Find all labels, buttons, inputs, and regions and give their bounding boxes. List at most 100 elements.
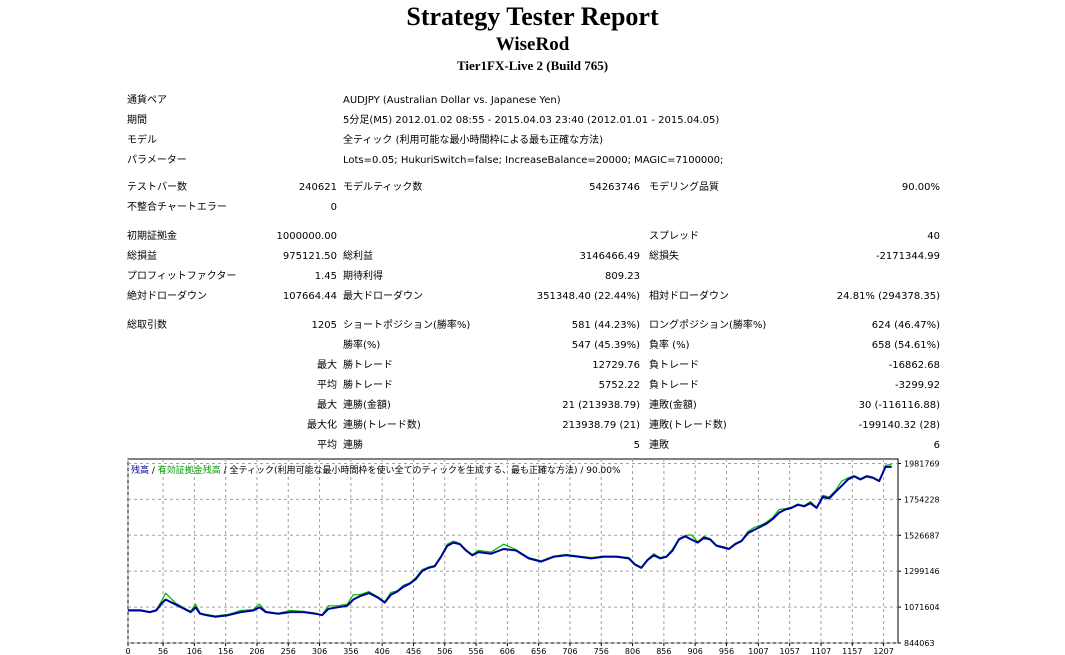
maximal-label: 最大化 — [307, 420, 337, 431]
expected-value: 809.23 — [605, 271, 640, 282]
consec-loss-value: -199140.32 (28) — [858, 420, 940, 431]
x-tick-label: 806 — [625, 647, 640, 655]
gross-loss-label: 総損失 — [649, 251, 679, 262]
largest-label: 最大 — [317, 360, 337, 371]
avg-win-value: 5752.22 — [598, 380, 640, 391]
chart-series — [128, 463, 892, 618]
long-label: ロングポジション(勝率%) — [649, 320, 767, 331]
symbol-value: AUDJPY (Australian Dollar vs. Japanese Y… — [343, 95, 561, 106]
quality-label: モデリング品質 — [649, 182, 719, 193]
rel-dd-label: 相対ドローダウン — [649, 291, 729, 302]
period-value: 5分足(M5) 2012.01.02 08:55 - 2015.04.03 23… — [343, 115, 720, 126]
win-rate-label: 勝率(%) — [343, 340, 381, 351]
loss-rate-label: 負率 (%) — [649, 340, 690, 351]
period-label: 期間 — [127, 115, 147, 126]
rel-dd-value: 24.81% (294378.35) — [836, 291, 940, 302]
legend-separator: / — [149, 466, 158, 476]
y-tick-label: 1981769 — [904, 459, 940, 468]
x-tick-label: 306 — [312, 647, 327, 655]
mismatch-label: 不整合チャートエラー — [127, 202, 227, 213]
avg-loss-value: -3299.92 — [895, 380, 940, 391]
average2-label: 平均 — [317, 440, 337, 451]
x-axis: 0 56 106 156 206 256 306 356 406 456 506 556 606 656 7… — [125, 643, 894, 655]
consec-wins-money-value: 21 (213938.79) — [562, 400, 640, 411]
balance-line — [128, 465, 892, 618]
trades-label: 総取引数 — [127, 320, 167, 331]
x-tick-label: 106 — [187, 647, 202, 655]
y-tick-label: 844063 — [904, 639, 935, 648]
avg-consec-loss-value: 6 — [933, 440, 940, 451]
model-value: 全ティック (利用可能な最小時間枠による最も正確な方法) — [343, 135, 604, 146]
win-rate-value: 547 (45.39%) — [571, 340, 640, 351]
model-label: モデル — [127, 135, 157, 146]
largest-win-label: 勝トレード — [343, 360, 393, 371]
long-value: 624 (46.47%) — [871, 320, 940, 331]
y-tick-label: 1526687 — [904, 531, 940, 540]
x-tick-label: 656 — [531, 647, 546, 655]
x-tick-label: 606 — [500, 647, 515, 655]
x-tick-label: 256 — [281, 647, 296, 655]
x-tick-label: 156 — [218, 647, 233, 655]
expert-name: WiseRod — [495, 34, 570, 55]
x-tick-label: 956 — [719, 647, 734, 655]
legend-equity: 有効証拠金残高 — [157, 466, 221, 476]
quality-value: 90.00% — [901, 182, 940, 193]
short-label: ショートポジション(勝率%) — [343, 320, 471, 331]
x-tick-label: 1207 — [873, 647, 893, 655]
avg-consec-win-value: 5 — [633, 440, 640, 451]
mismatch-value: 0 — [330, 202, 337, 213]
largest-loss-label: 負トレード — [649, 360, 699, 371]
report-title: Strategy Tester Report — [406, 2, 659, 31]
consec-profit-label: 連勝(トレード数) — [343, 420, 421, 431]
deposit-value: 1000000.00 — [276, 231, 337, 242]
y-tick-label: 1299146 — [904, 567, 940, 576]
y-tick-label: 1754228 — [904, 495, 940, 504]
max-dd-value: 351348.40 (22.44%) — [536, 291, 640, 302]
server-build: Tier1FX-Live 2 (Build 765) — [456, 58, 609, 73]
consec-losses-money-value: 30 (-116116.88) — [858, 400, 940, 411]
y-tick-label: 1071604 — [904, 603, 940, 612]
deposit-label: 初期証拠金 — [127, 231, 177, 242]
y-axis: 844063 1071604 1299146 1526687 1754228 198176… — [898, 459, 940, 648]
max-dd-label: 最大ドローダウン — [343, 291, 423, 302]
x-tick-label: 556 — [468, 647, 483, 655]
x-tick-label: 1057 — [780, 647, 800, 655]
consec-loss-label: 連敗(トレード数) — [649, 420, 727, 431]
largest-win-value: 12729.76 — [592, 360, 640, 371]
x-tick-label: 506 — [437, 647, 452, 655]
x-tick-label: 856 — [656, 647, 671, 655]
consec-wins-money-label: 連勝(金額) — [343, 400, 391, 411]
abs-dd-label: 絶対ドローダウン — [127, 291, 207, 302]
maximum-label: 最大 — [317, 400, 337, 411]
gross-profit-label: 総利益 — [343, 251, 373, 262]
x-tick-label: 406 — [375, 647, 390, 655]
chart-legend: 残高 / 有効証拠金残高 / 全ティック(利用可能な最小時間枠を使い全てのティッ… — [131, 463, 621, 476]
pf-label: プロフィットファクター — [127, 271, 237, 282]
params-value: Lots=0.05; HukuriSwitch=false; IncreaseB… — [343, 155, 724, 166]
params-label: パラメーター — [127, 155, 187, 166]
spread-value: 40 — [927, 231, 940, 242]
chart-grid — [127, 459, 898, 644]
x-tick-label: 756 — [594, 647, 609, 655]
avg-win-label: 勝トレード — [343, 380, 393, 391]
bars-label: テストバー数 — [127, 182, 187, 193]
legend-description: / 全ティック(利用可能な最小時間枠を使い全てのティックを生成する、最も正確な方… — [220, 466, 621, 476]
spread-label: スプレッド — [649, 231, 699, 242]
symbol-label: 通貨ペア — [127, 95, 167, 106]
loss-rate-value: 658 (54.61%) — [871, 340, 940, 351]
bars-value: 240621 — [298, 182, 337, 193]
gross-loss-value: -2171344.99 — [875, 251, 940, 262]
consec-losses-money-label: 連敗(金額) — [649, 400, 697, 411]
net-value: 975121.50 — [282, 251, 337, 262]
short-value: 581 (44.23%) — [571, 320, 640, 331]
x-tick-label: 1007 — [748, 647, 768, 655]
x-tick-label: 456 — [406, 647, 421, 655]
x-tick-label: 356 — [343, 647, 358, 655]
x-tick-label: 706 — [562, 647, 577, 655]
x-tick-label: 1107 — [811, 647, 831, 655]
ticks-label: モデルティック数 — [343, 182, 423, 193]
avg-consec-loss-label: 連敗 — [649, 440, 669, 451]
legend-balance: 残高 — [131, 466, 150, 476]
x-tick-label: 56 — [158, 647, 168, 655]
